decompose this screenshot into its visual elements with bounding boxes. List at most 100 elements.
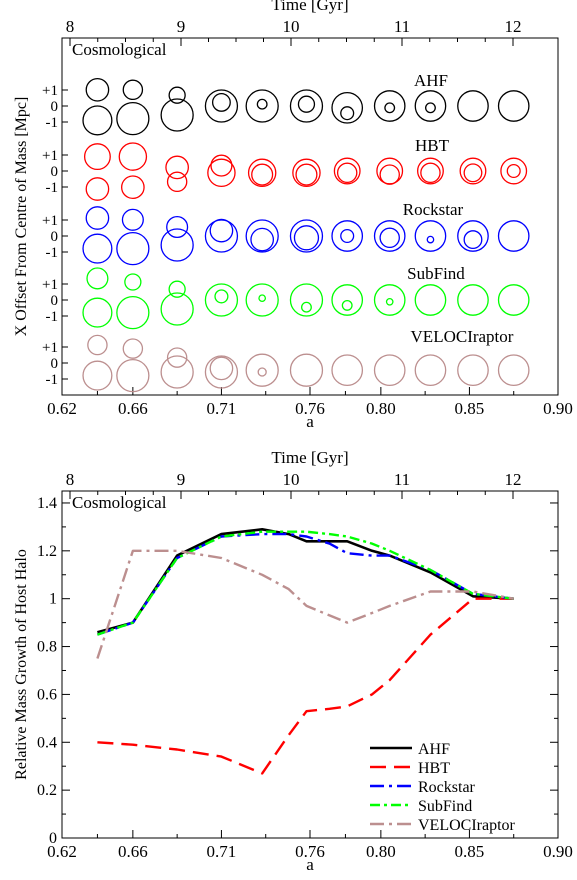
host-circle [333,157,361,185]
top-tick-label: 10 [283,470,300,489]
x-tick-label: 0.90 [543,399,573,418]
host-circle [245,89,279,123]
x-tick-label: 0.62 [47,842,77,861]
sub-circle [301,301,312,313]
y-tick-label: 0.4 [37,734,57,751]
host-circle [331,284,364,316]
top-tick-label: 12 [505,17,522,36]
host-circle [207,158,236,188]
host-circle [245,353,279,387]
host-circle [116,231,150,266]
sub-circle [209,356,234,381]
host-circle [331,91,364,124]
host-circle [414,220,447,252]
host-circle [417,157,444,185]
host-circle [292,158,321,188]
sub-circle [251,163,274,186]
sub-circle [214,289,229,304]
x-axis-title: a [306,855,314,874]
sub-circle [295,163,318,186]
series-line [97,530,514,636]
sub-circle [121,175,145,200]
y-tick-label: 1.4 [37,495,57,512]
x-tick-label: 0.80 [366,842,396,861]
y-tick-label: 0 [49,830,57,847]
sub-circle [257,367,267,377]
sub-circle [166,347,188,368]
row-tick-label: -1 [46,115,59,131]
legend-label: VELOCIraptor [418,817,516,834]
host-circle [414,354,447,387]
sub-circle [336,162,358,184]
panel-annotation: Cosmological [72,40,167,59]
host-circle [497,284,530,316]
host-circle [160,292,194,326]
host-circle [245,283,279,317]
y-axis-title: Relative Mass Growth of Host Halo [13,549,30,780]
host-circle [118,142,148,171]
sub-circle [297,95,316,113]
host-circle [245,219,279,253]
x-tick-label: 0.76 [295,399,325,418]
top-tick-label: 12 [505,470,522,489]
series-label: SubFind [407,264,465,283]
host-circle [82,360,113,391]
host-circle [82,233,113,264]
x-axis-title: a [306,412,314,431]
sub-circle [211,92,231,112]
sub-circle [209,218,234,243]
sub-circle [87,334,108,356]
row-tick-label: 0 [51,164,59,180]
x-tick-label: 0.76 [295,842,325,861]
host-circle [247,158,277,188]
sub-circle [85,206,110,230]
host-circle [289,219,324,253]
sub-circle [506,163,521,179]
host-circle [373,90,406,122]
sub-circle [385,297,394,306]
host-circle [497,354,530,387]
host-circle [204,219,239,253]
x-tick-label: 0.71 [207,842,237,861]
legend-label: Rockstar [418,779,476,796]
sub-circle [463,163,483,183]
row-tick-label: -1 [46,309,59,325]
host-circle [497,90,530,122]
top-tick-label: 11 [394,17,410,36]
x-tick-label: 0.66 [118,842,148,861]
row-tick-label: +1 [42,277,58,293]
host-circle [204,283,239,317]
series-label: AHF [414,71,448,90]
host-circle [373,220,406,252]
host-circle [116,295,150,330]
sub-circle [85,77,110,102]
y-tick-label: 1.2 [37,543,57,560]
y-tick-label: 0.6 [37,686,57,703]
sub-circle [379,227,400,249]
x-tick-label: 0.71 [207,399,237,418]
host-circle [373,284,406,316]
host-circle [160,228,194,262]
host-circle [459,157,487,185]
host-circle [331,220,364,252]
row-tick-label: 0 [51,293,59,309]
y-tick-label: 0.8 [37,639,57,656]
top-tick-label: 8 [66,17,75,36]
sub-circle [168,280,186,298]
series-label: HBT [415,136,450,155]
host-circle [500,157,528,185]
host-circle [457,354,489,387]
top-axis-title: Time [Gyr] [271,448,348,467]
sub-circle [250,227,275,252]
legend-label: SubFind [418,798,472,815]
plot-frame [61,490,559,839]
row-tick-label: +1 [42,340,58,356]
sub-circle [168,86,186,104]
sub-circle [258,294,267,303]
host-circle [497,220,530,252]
top-tick-label: 11 [394,470,410,489]
host-circle [82,105,113,136]
series-label: Rockstar [403,200,464,219]
host-circle [82,297,113,328]
sub-circle [166,215,189,239]
